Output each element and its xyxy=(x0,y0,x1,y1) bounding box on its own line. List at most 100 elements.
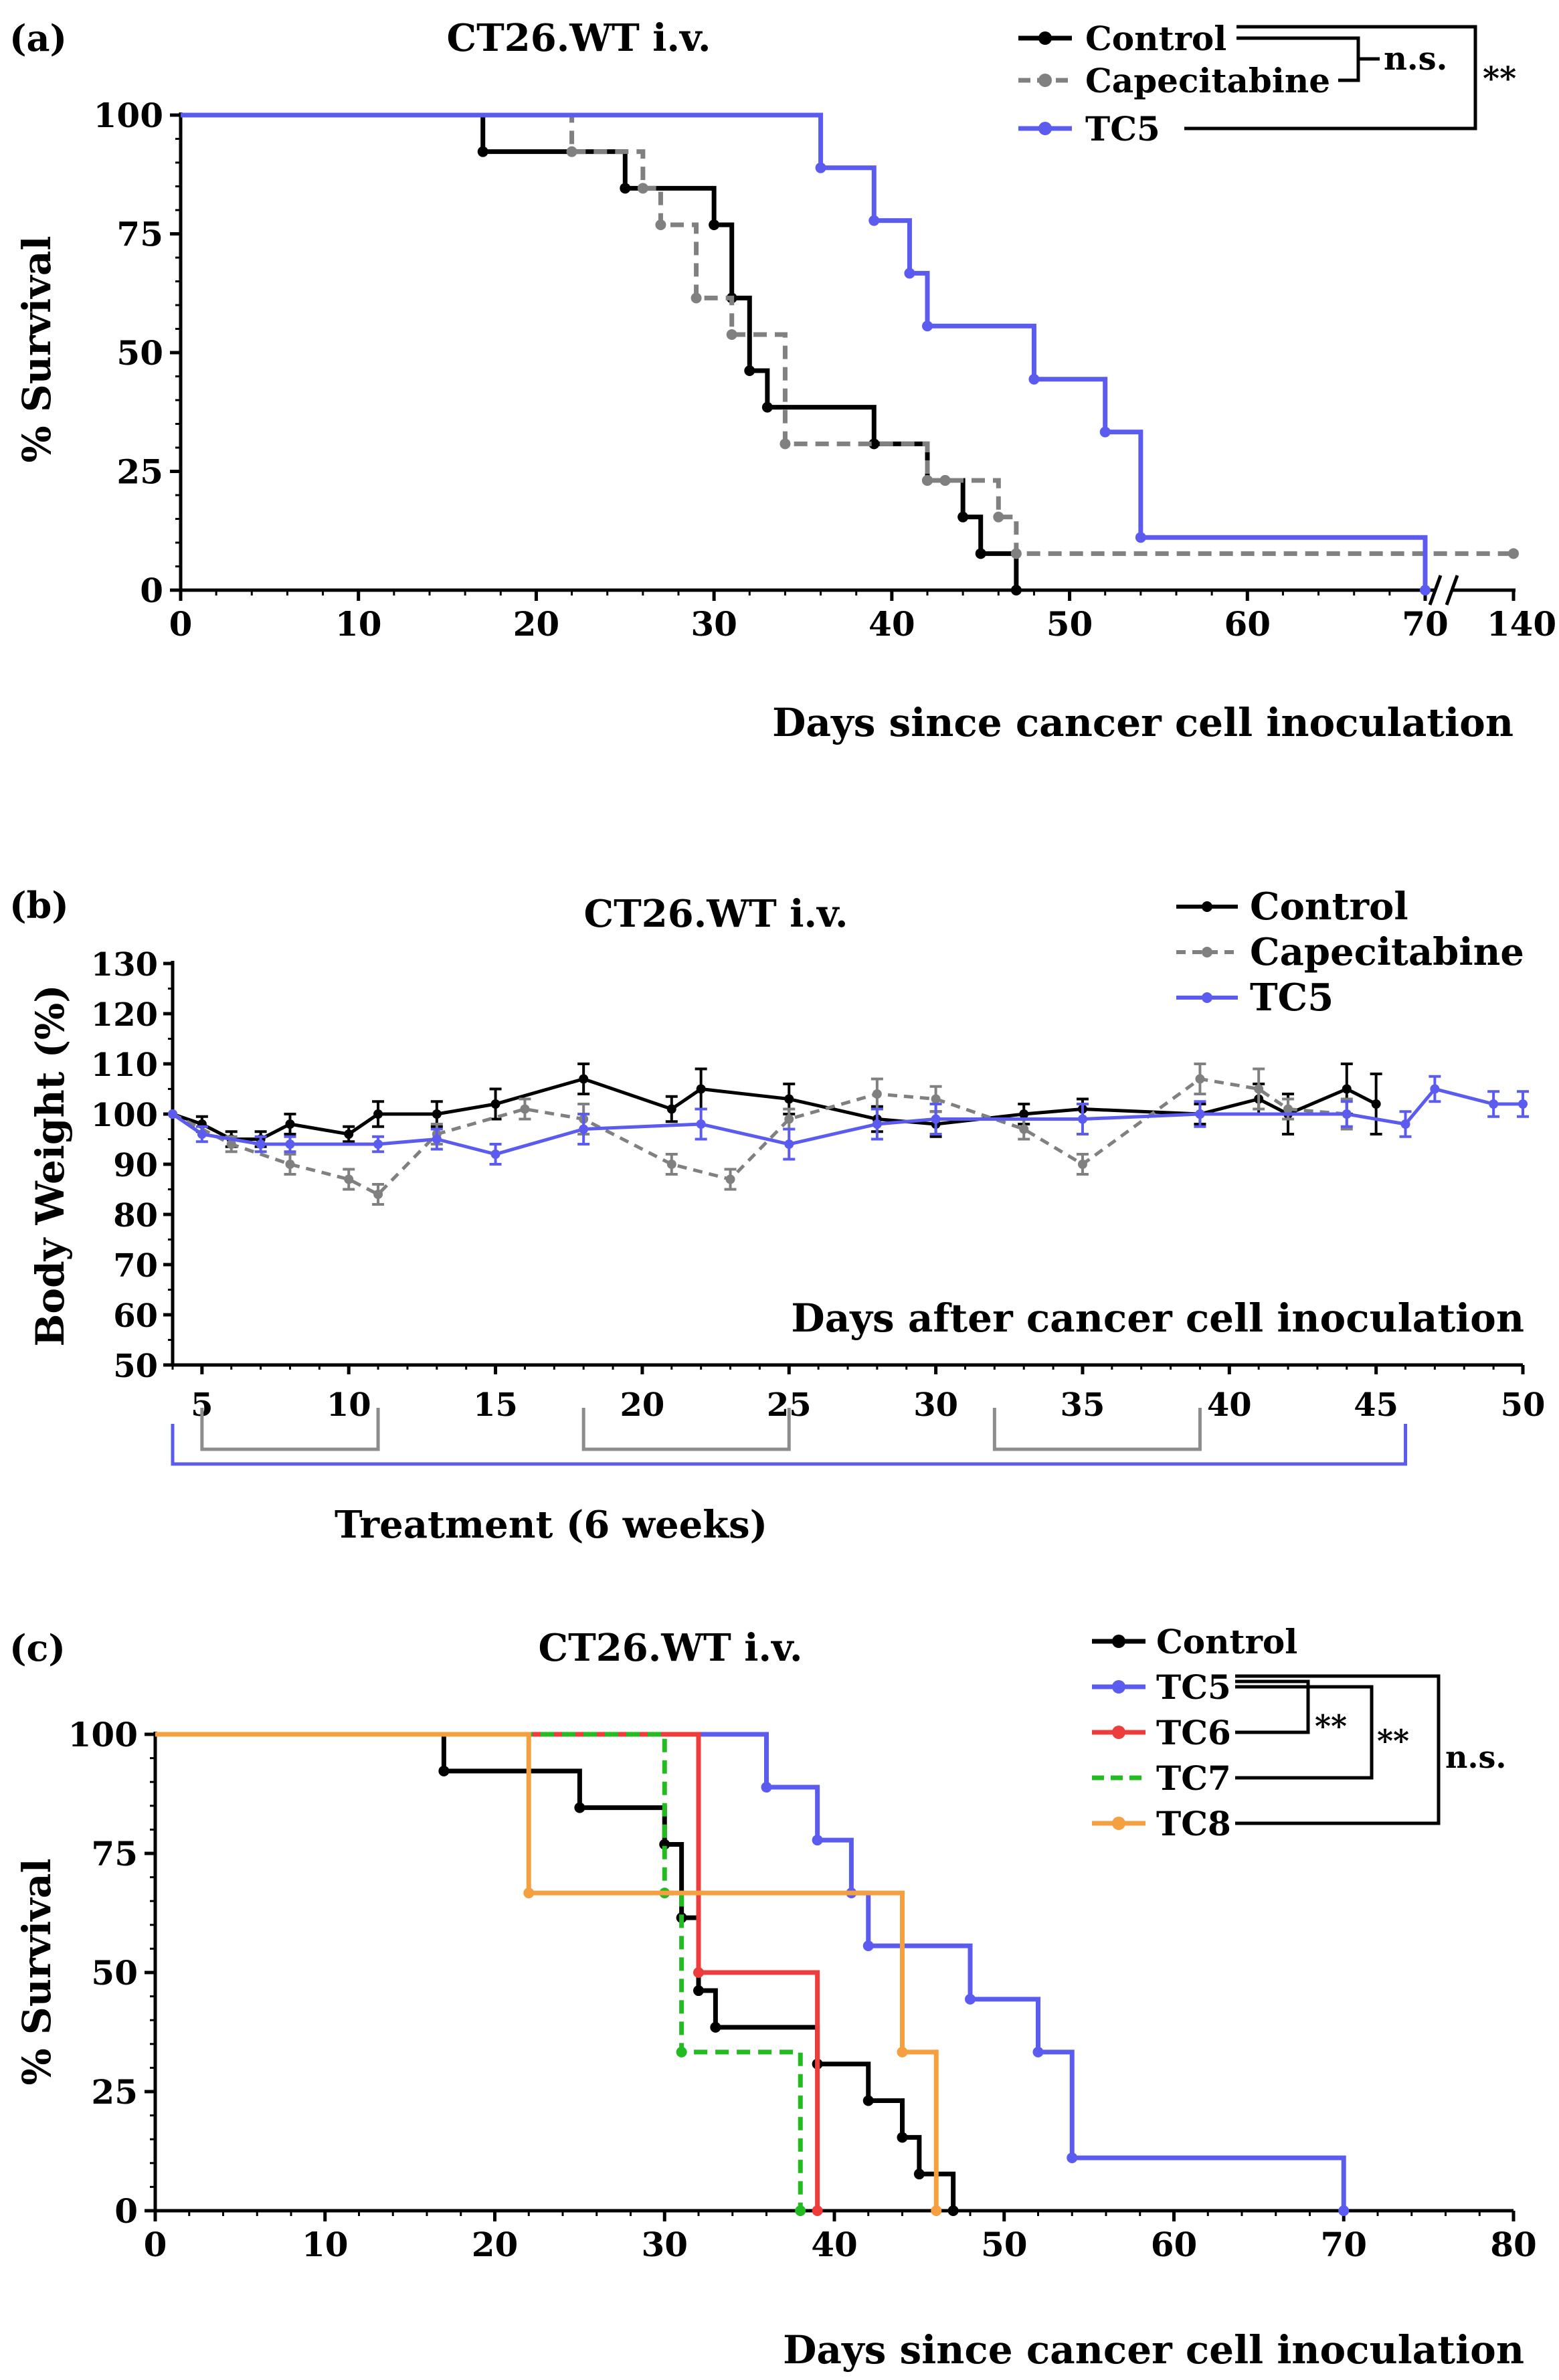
panel-a-x-axis-label: Days since cancer cell inoculation xyxy=(772,700,1514,745)
data-point-tc5 xyxy=(1489,1099,1499,1109)
panel-c-legend: Control TC5 TC6 TC7 TC8 xyxy=(1092,1622,1506,1843)
event-point-control xyxy=(957,511,969,523)
event-point-tc5 xyxy=(1099,426,1111,438)
event-point-tc5 xyxy=(1338,2205,1350,2216)
data-point-tc5 xyxy=(168,1109,177,1119)
event-point-capecitabine xyxy=(655,219,666,231)
panel-a-axes: 0 25 50 75 100 0 10 20 30 40 50 60 70 140 xyxy=(94,96,1557,644)
event-point-tc8 xyxy=(897,2046,908,2057)
y-tick-label: 100 xyxy=(68,1715,138,1754)
legend-item-control-b: Control xyxy=(1176,885,1408,929)
panel-c-title: CT26.WT i.v. xyxy=(539,1626,803,1670)
axis-break-mark xyxy=(1428,575,1443,606)
treatment-cycle-bracket xyxy=(200,1408,380,1451)
treatment-brackets xyxy=(171,1408,1408,1466)
data-point-tc5 xyxy=(373,1139,383,1149)
survival-curve-tc6 xyxy=(155,1732,820,2211)
event-point-capecitabine xyxy=(1010,548,1022,559)
panel-a-label: (a) xyxy=(9,17,67,60)
data-point-control xyxy=(696,1084,706,1094)
data-point-tc5 xyxy=(197,1129,207,1139)
x-tick-label: 20 xyxy=(513,604,560,644)
data-point-tc5 xyxy=(490,1150,500,1159)
event-point-control xyxy=(913,2169,925,2180)
x-tick-label: 50 xyxy=(1046,604,1093,644)
y-tick-label: 110 xyxy=(91,1046,158,1084)
event-point-capecitabine xyxy=(780,438,791,450)
x-tick-label: 40 xyxy=(811,2225,858,2264)
event-point-tc5 xyxy=(1067,2152,1078,2163)
panel-b-x-axis-label: Days after cancer cell inoculation xyxy=(791,1295,1524,1341)
data-point-tc5 xyxy=(1195,1109,1205,1119)
y-tick-label: 0 xyxy=(140,571,163,610)
significance-tc7: ** xyxy=(1377,1723,1409,1759)
x-tick-label: 80 xyxy=(1490,2225,1537,2264)
legend-item-control-c: Control xyxy=(1092,1622,1297,1661)
event-point-tc5 xyxy=(922,321,933,332)
treatment-overall-bracket xyxy=(171,1424,1408,1466)
y-tick-label: 50 xyxy=(116,333,163,373)
data-point-tc5 xyxy=(696,1119,706,1129)
data-point-control xyxy=(490,1099,500,1109)
event-point-control xyxy=(620,183,631,194)
legend-marker-control-c xyxy=(1112,1635,1125,1648)
data-point-capecitabine xyxy=(520,1104,530,1114)
x-tick-label: 20 xyxy=(620,1386,665,1424)
legend-marker-tc6-c xyxy=(1112,1726,1125,1739)
data-point-tc5 xyxy=(256,1139,266,1149)
legend-marker-control-b xyxy=(1202,901,1212,912)
event-point-capecitabine xyxy=(1508,548,1519,559)
panel-a-series xyxy=(181,112,1519,596)
event-point-tc5 xyxy=(812,1835,823,1846)
event-point-control xyxy=(975,548,986,559)
y-tick-label: 100 xyxy=(91,1097,158,1134)
significance-stars-a: ** xyxy=(1483,60,1516,98)
x-tick-label: 20 xyxy=(472,2225,519,2264)
event-point-tc7 xyxy=(676,2046,687,2057)
data-point-control xyxy=(1371,1099,1381,1109)
event-point-tc5 xyxy=(1028,373,1040,385)
event-point-tc6 xyxy=(812,2205,823,2216)
panel-b-title: CT26.WT i.v. xyxy=(584,892,848,936)
data-point-capecitabine xyxy=(1019,1124,1029,1134)
x-tick-label: 10 xyxy=(302,2225,349,2264)
legend-item-tc5-b: TC5 xyxy=(1176,976,1334,1020)
x-tick-label: 50 xyxy=(1501,1386,1546,1424)
bracket-tc5-tc7 xyxy=(1235,1685,1374,1780)
x-tick-label: 0 xyxy=(169,604,193,644)
x-tick-label: 70 xyxy=(1320,2225,1367,2264)
data-point-control xyxy=(373,1109,383,1119)
event-point-capecitabine xyxy=(922,474,933,486)
panel-c-significance-brackets xyxy=(1235,1674,1441,1825)
legend-label-tc5-c: TC5 xyxy=(1156,1667,1231,1707)
event-point-control xyxy=(659,1839,670,1850)
data-point-capecitabine xyxy=(1195,1074,1205,1084)
data-point-control xyxy=(432,1109,442,1119)
data-point-capecitabine xyxy=(344,1174,354,1184)
data-point-tc5 xyxy=(285,1139,295,1149)
event-point-capecitabine xyxy=(566,146,577,157)
x-tick-label: 30 xyxy=(913,1386,958,1424)
legend-marker-capecitabine-b xyxy=(1202,947,1212,957)
event-point-tc5 xyxy=(904,268,915,279)
panel-a: (a) CT26.WT i.v. % Survival Days since c… xyxy=(9,16,1556,745)
data-point-capecitabine xyxy=(784,1114,794,1124)
panel-a-legend: Control Capecitabine TC5 n.s. ** xyxy=(1018,19,1516,149)
treatment-cycle-bracket xyxy=(992,1408,1202,1451)
survival-curve-tc8 xyxy=(155,1732,939,2211)
data-point-capecitabine xyxy=(725,1174,735,1184)
data-point-tc5 xyxy=(784,1139,794,1149)
event-point-capecitabine xyxy=(726,329,737,341)
data-point-tc5 xyxy=(432,1134,442,1144)
y-tick-label: 75 xyxy=(91,1834,138,1873)
survival-curve-control xyxy=(181,112,1019,590)
data-point-capecitabine xyxy=(1077,1160,1087,1169)
x-tick-label: 30 xyxy=(641,2225,688,2264)
legend-label-tc6-c: TC6 xyxy=(1156,1713,1231,1752)
legend-marker-tc5 xyxy=(1038,122,1052,135)
event-point-control xyxy=(574,1802,585,1813)
legend-label-control-c: Control xyxy=(1156,1622,1297,1661)
